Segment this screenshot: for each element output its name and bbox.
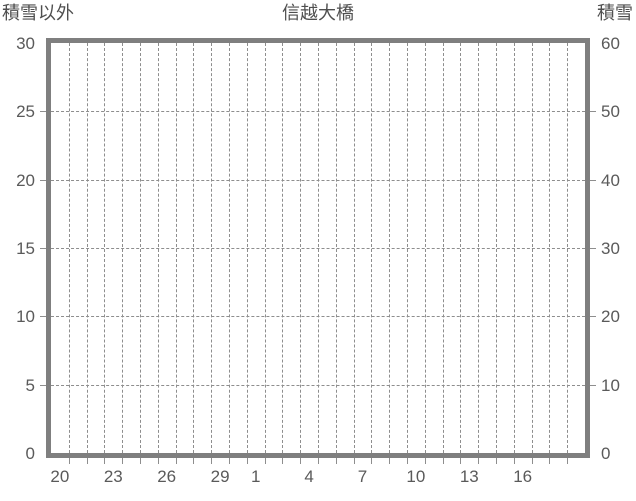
x-axis-tick-mark xyxy=(211,458,213,464)
y-axis-tick-mark-left xyxy=(40,179,46,181)
y-axis-tick-mark-right xyxy=(590,316,596,318)
y-axis-tick-mark-right xyxy=(590,384,596,386)
x-axis-tick-mark xyxy=(264,458,266,464)
y-axis-tick-label-right: 40 xyxy=(601,170,620,190)
gridline-horizontal xyxy=(51,179,585,181)
x-axis-tick-mark xyxy=(531,458,533,464)
gridline-horizontal xyxy=(51,384,585,386)
x-axis-tick-mark xyxy=(353,458,355,464)
y-axis-tick-mark-left xyxy=(40,248,46,249)
y-axis-tick-label-left: 30 xyxy=(16,34,35,53)
x-axis-tick-mark xyxy=(282,458,284,464)
y-axis-tick-label-right: 30 xyxy=(601,239,620,258)
x-axis-tick-mark xyxy=(175,458,177,464)
x-axis-tick-mark xyxy=(496,458,497,464)
x-axis-tick-label: 10 xyxy=(406,467,426,486)
gridline-horizontal xyxy=(51,316,585,318)
y-axis-tick-label-right: 20 xyxy=(601,307,620,327)
y-axis-tick-mark-right xyxy=(590,179,596,181)
x-axis-tick-mark xyxy=(424,458,426,464)
y-axis-tick-mark-right xyxy=(590,111,596,113)
y-axis-tick-mark-left xyxy=(40,111,46,113)
y-axis-tick-mark-right xyxy=(590,248,596,249)
chart-title: 信越大橋 xyxy=(282,3,354,23)
x-axis-tick-mark xyxy=(193,458,195,464)
gridline-horizontal xyxy=(51,111,585,113)
x-axis-tick-mark xyxy=(407,458,408,464)
y-axis-tick-mark-left xyxy=(40,384,46,386)
x-axis-tick-mark xyxy=(68,458,70,464)
x-axis-tick-mark xyxy=(318,458,319,464)
x-axis-tick-mark xyxy=(140,458,141,464)
x-axis-tick-label: 20 xyxy=(50,467,70,486)
y-axis-tick-label-left: 10 xyxy=(16,307,35,327)
y-axis-tick-mark-left xyxy=(40,316,46,318)
plot-grid xyxy=(51,43,585,453)
y-axis-tick-label-right: 60 xyxy=(601,34,620,53)
x-axis-tick-mark xyxy=(229,458,230,464)
gridline-horizontal xyxy=(51,248,585,249)
left-axis-title: 積雪以外 xyxy=(2,3,74,23)
x-axis-tick-mark xyxy=(460,458,462,464)
y-axis-tick-label-right: 10 xyxy=(601,375,620,395)
x-axis-tick-label: 4 xyxy=(304,467,314,486)
x-axis-tick-mark xyxy=(122,458,124,464)
y-axis-tick-label-left: 25 xyxy=(16,102,35,122)
y-axis-tick-label-right: 50 xyxy=(601,102,620,122)
y-axis-tick-label-left: 20 xyxy=(16,170,35,190)
x-axis-tick-mark xyxy=(371,458,373,464)
x-axis-tick-mark xyxy=(104,458,106,464)
x-axis-tick-mark xyxy=(442,458,444,464)
x-axis-tick-label: 29 xyxy=(210,467,230,486)
x-axis-tick-mark xyxy=(389,458,391,464)
x-axis-tick-mark xyxy=(300,458,302,464)
x-axis-tick-mark xyxy=(513,458,515,464)
x-axis-tick-mark xyxy=(157,458,159,464)
x-axis-tick-mark xyxy=(335,458,337,464)
right-axis-title: 積雪 xyxy=(597,3,633,23)
x-axis-tick-mark xyxy=(86,458,88,464)
x-axis-tick-label: 26 xyxy=(157,467,177,486)
x-axis-tick-label: 1 xyxy=(250,467,261,486)
y-axis-tick-label-left: 5 xyxy=(25,375,35,395)
x-axis-tick-label: 13 xyxy=(459,467,479,486)
y-axis-tick-label-left: 0 xyxy=(25,444,35,463)
x-axis-tick-label: 16 xyxy=(513,467,533,486)
x-axis-tick-mark xyxy=(246,458,248,464)
x-axis-tick-mark xyxy=(549,458,551,464)
y-axis-tick-label-right: 0 xyxy=(601,444,611,463)
x-axis-tick-label: 7 xyxy=(357,467,368,486)
x-axis-tick-mark xyxy=(478,458,480,464)
y-axis-tick-label-left: 15 xyxy=(16,239,35,258)
x-axis-tick-mark xyxy=(567,458,569,464)
x-axis-tick-label: 23 xyxy=(103,467,123,486)
plot-area xyxy=(46,38,590,458)
